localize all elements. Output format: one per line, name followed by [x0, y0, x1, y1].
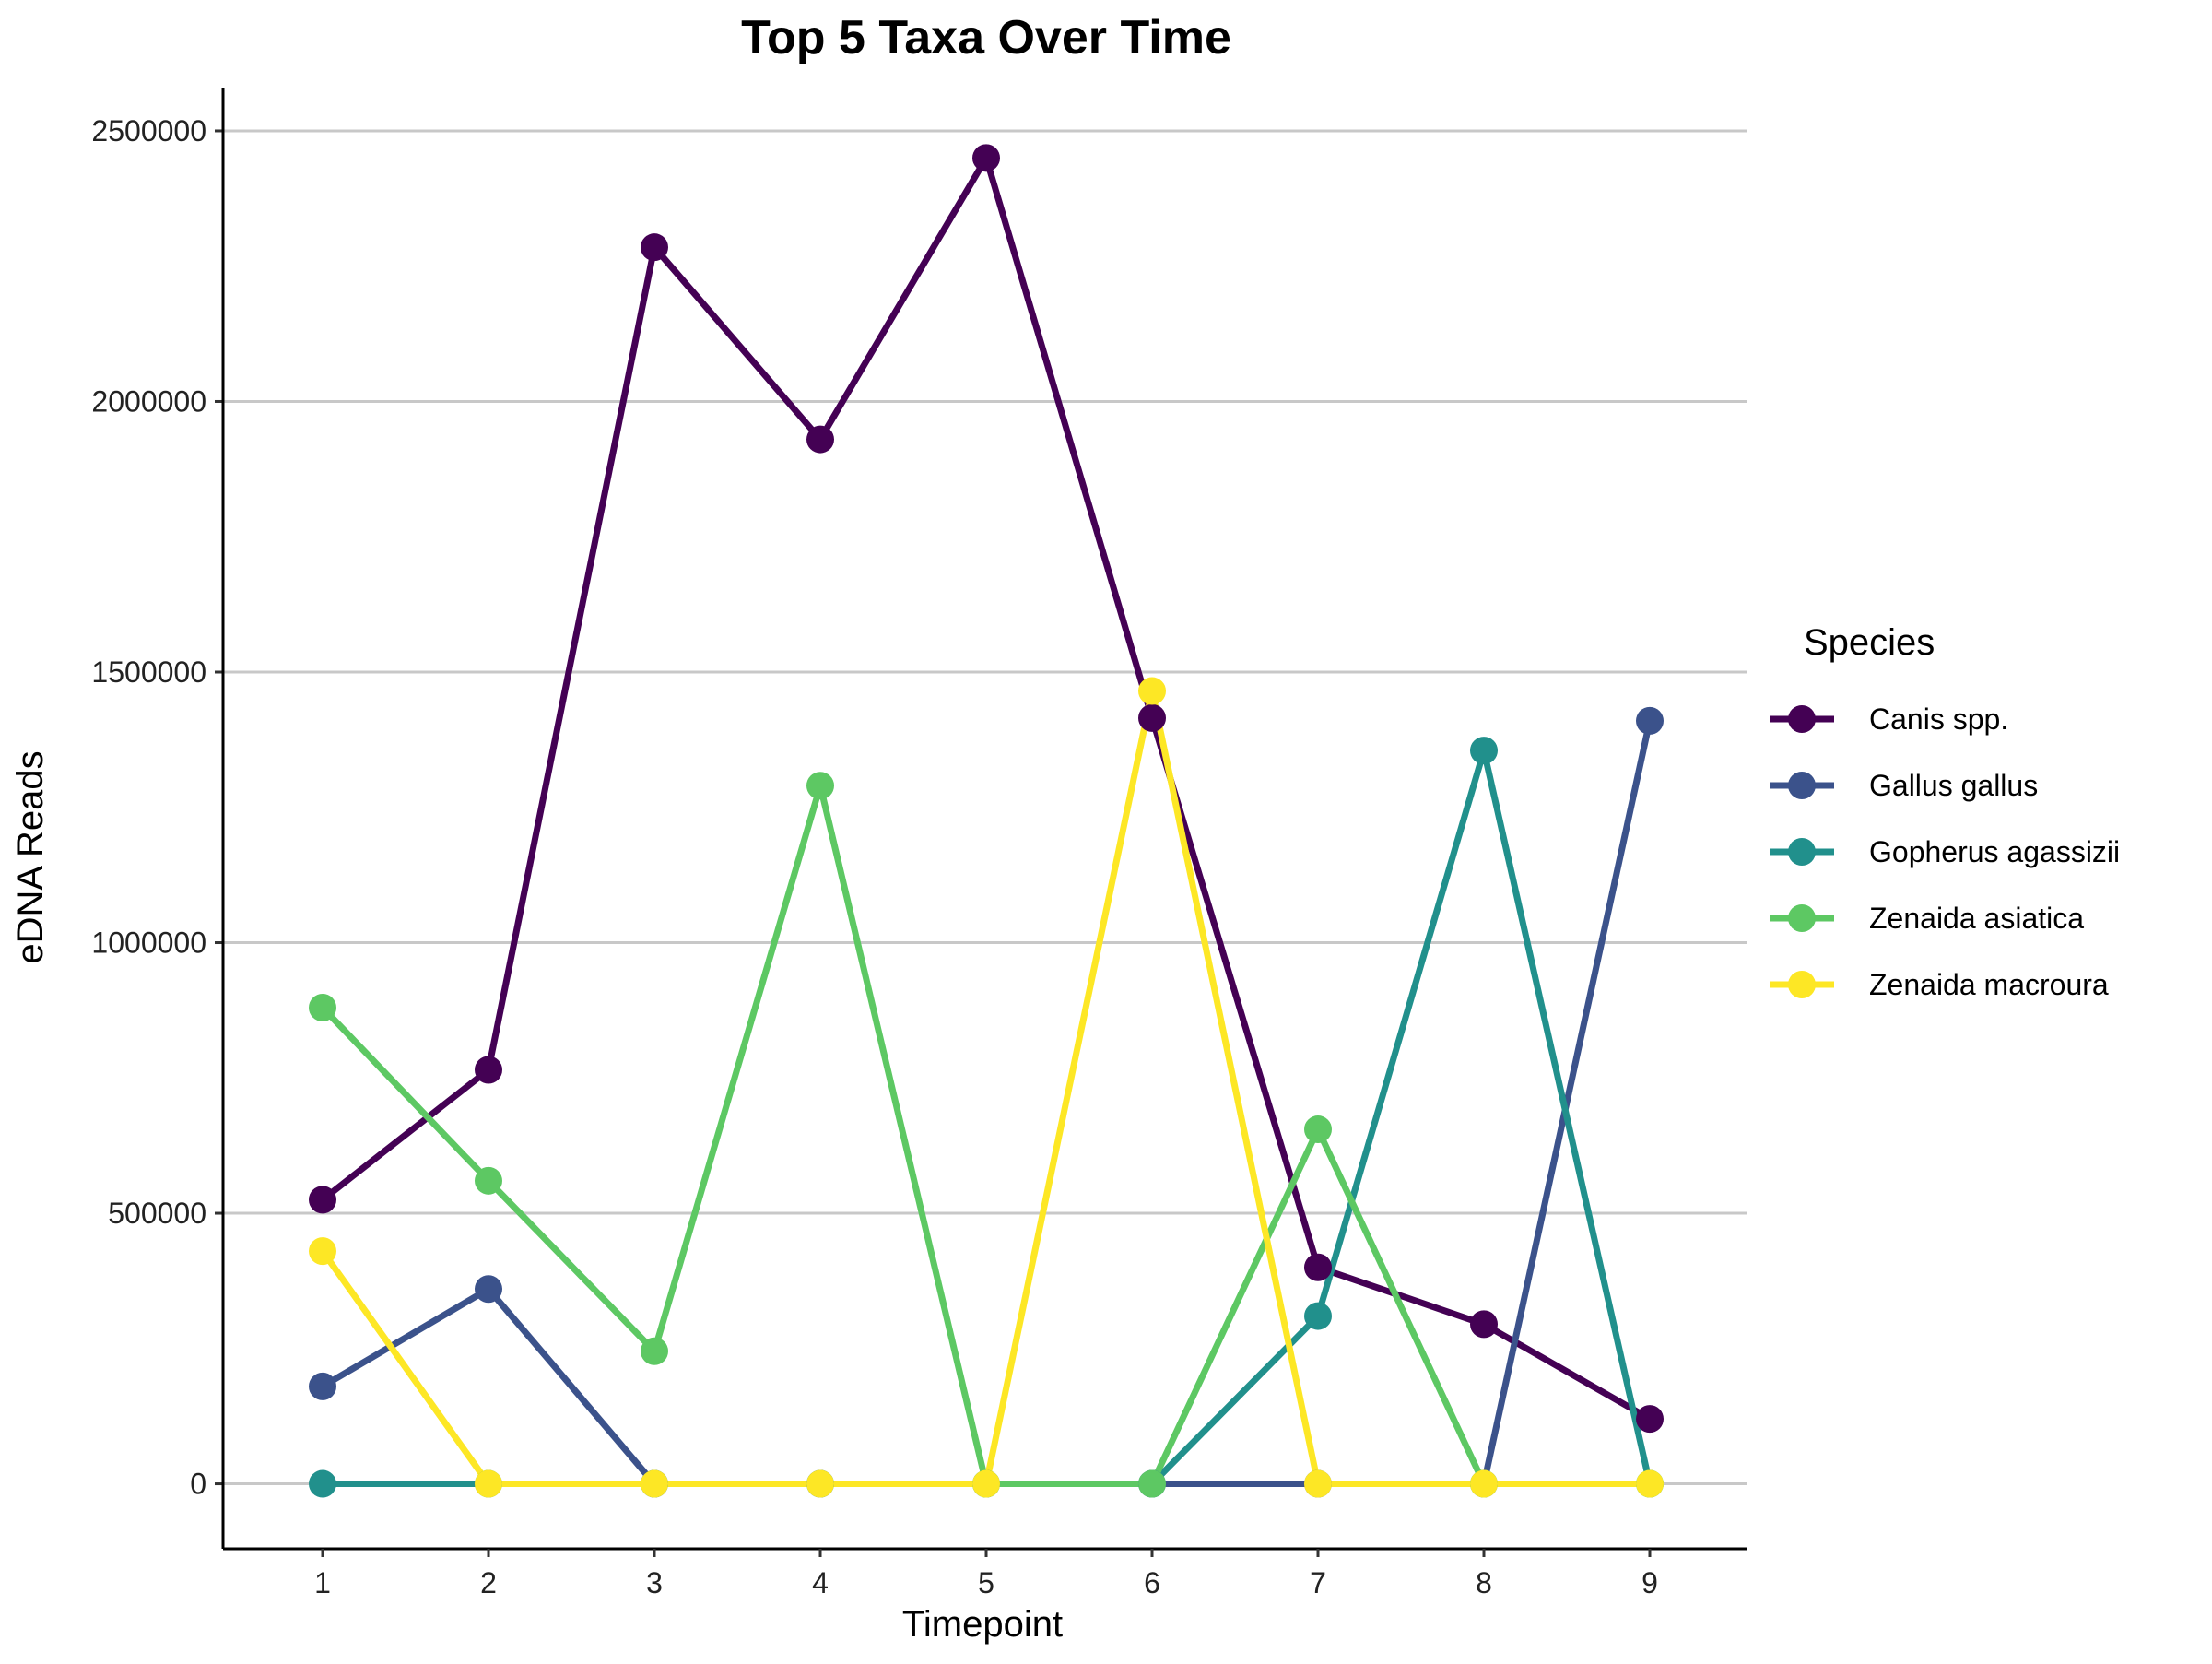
data-point	[1138, 703, 1166, 732]
x-tick-label: 4	[812, 1566, 829, 1599]
legend-label: Gopherus agassizii	[1869, 835, 2120, 868]
y-tick-label: 2500000	[91, 114, 206, 148]
y-tick-label: 2000000	[91, 384, 206, 418]
data-point	[1470, 737, 1498, 765]
series-line	[319, 747, 1653, 1488]
series-line	[319, 688, 1653, 1488]
x-axis-title: Timepoint	[902, 1604, 1063, 1645]
legend-key-point	[1788, 772, 1816, 799]
x-tick-label: 3	[646, 1566, 663, 1599]
x-tick-label: 7	[1310, 1566, 1326, 1599]
data-point	[475, 1056, 502, 1084]
legend-label: Canis spp.	[1869, 702, 2008, 736]
data-point	[1304, 1115, 1332, 1144]
data-point	[309, 1237, 336, 1266]
legend-title: Species	[1804, 622, 1935, 663]
data-point	[641, 1469, 668, 1498]
data-point	[475, 1275, 502, 1304]
data-point	[1470, 1469, 1498, 1498]
data-point	[641, 233, 668, 262]
legend-key-point	[1788, 705, 1816, 733]
data-point	[1304, 1469, 1332, 1498]
legend-item: Gallus gallus	[1770, 769, 2038, 802]
data-point	[641, 1337, 668, 1365]
data-point	[309, 1469, 336, 1498]
y-tick-label: 0	[190, 1468, 206, 1501]
series-line	[319, 717, 1653, 1488]
x-tick-label: 6	[1144, 1566, 1160, 1599]
data-point	[1138, 1469, 1166, 1498]
data-point	[1304, 1253, 1332, 1281]
x-tick-label: 9	[1641, 1566, 1658, 1599]
legend-item: Canis spp.	[1770, 702, 2008, 736]
legend-key-point	[1788, 904, 1816, 932]
y-axis-title: eDNA Reads	[10, 750, 51, 963]
y-tick-label: 1500000	[91, 655, 206, 689]
data-point	[806, 1469, 834, 1498]
data-point	[309, 993, 336, 1021]
chart-title: Top 5 Taxa Over Time	[741, 11, 1231, 65]
data-point	[1138, 677, 1166, 705]
data-point	[972, 1469, 1000, 1498]
data-point	[806, 425, 834, 454]
series-line	[319, 154, 1653, 1422]
legend-label: Gallus gallus	[1869, 769, 2038, 802]
data-point	[475, 1469, 502, 1498]
legend-label: Zenaida asiatica	[1869, 902, 2084, 935]
axis-layer: 0 500000 1000000 1500000 2000000 2500000 1 2 3 4 5…	[91, 88, 1747, 1599]
data-point	[309, 1186, 336, 1214]
data-point	[972, 144, 1000, 172]
data-point	[1470, 1310, 1498, 1339]
legend-label: Zenaida macroura	[1869, 968, 2109, 1001]
legend-item: Gopherus agassizii	[1770, 835, 2120, 868]
y-tick-label: 1000000	[91, 926, 206, 960]
data-point	[475, 1166, 502, 1195]
grid-layer	[223, 129, 1747, 1486]
legend: Species Canis spp. Gallus gallus Gopherus …	[1770, 622, 2120, 1001]
x-tick-label: 8	[1476, 1566, 1492, 1599]
x-tick-label: 5	[978, 1566, 994, 1599]
data-point	[1304, 1302, 1332, 1330]
x-tick-label: 1	[314, 1566, 331, 1599]
data-point	[1636, 1405, 1664, 1434]
legend-key-point	[1788, 971, 1816, 998]
data-point	[309, 1372, 336, 1400]
legend-key-point	[1788, 838, 1816, 866]
data-point	[1636, 1469, 1664, 1498]
legend-item: Zenaida macroura	[1770, 968, 2109, 1001]
legend-item: Zenaida asiatica	[1770, 902, 2084, 935]
data-point	[1636, 706, 1664, 735]
y-tick-label: 500000	[108, 1197, 206, 1230]
data-point	[806, 772, 834, 800]
series-layer	[309, 144, 1664, 1498]
x-tick-label: 2	[480, 1566, 497, 1599]
